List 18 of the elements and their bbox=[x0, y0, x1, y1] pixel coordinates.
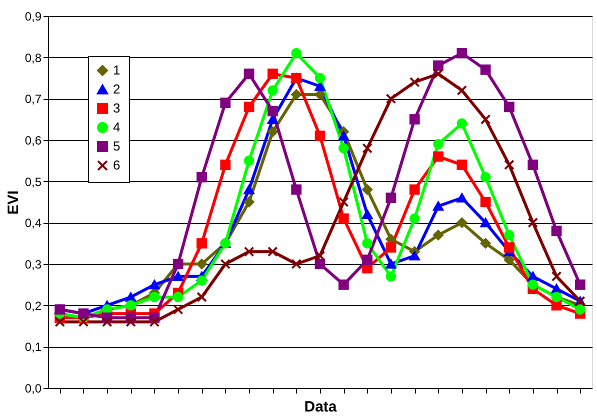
y-tick-label: 0,7 bbox=[24, 92, 42, 106]
legend-label: 1 bbox=[113, 62, 120, 78]
y-tick-label: 0,9 bbox=[24, 10, 42, 24]
y-tick-label: 0,1 bbox=[24, 340, 42, 354]
y-tick-label: 0,3 bbox=[24, 258, 42, 272]
y-tick-label: 0,4 bbox=[24, 216, 42, 230]
legend-label: 2 bbox=[113, 82, 120, 96]
y-tick-label: 0,8 bbox=[24, 50, 42, 65]
y-tick-label: 0,6 bbox=[24, 134, 42, 148]
legend-label: 4 bbox=[113, 120, 120, 134]
legend-label: 5 bbox=[113, 138, 120, 154]
legend-label: 3 bbox=[113, 100, 120, 116]
y-tick-label: 0,0 bbox=[24, 382, 42, 396]
y-tick-label: 0,2 bbox=[24, 298, 42, 313]
legend-label: 6 bbox=[113, 158, 120, 172]
x-axis-title: Data bbox=[304, 398, 338, 416]
y-axis-title: EVI bbox=[4, 190, 22, 215]
y-tick-label: 0,5 bbox=[24, 174, 42, 189]
